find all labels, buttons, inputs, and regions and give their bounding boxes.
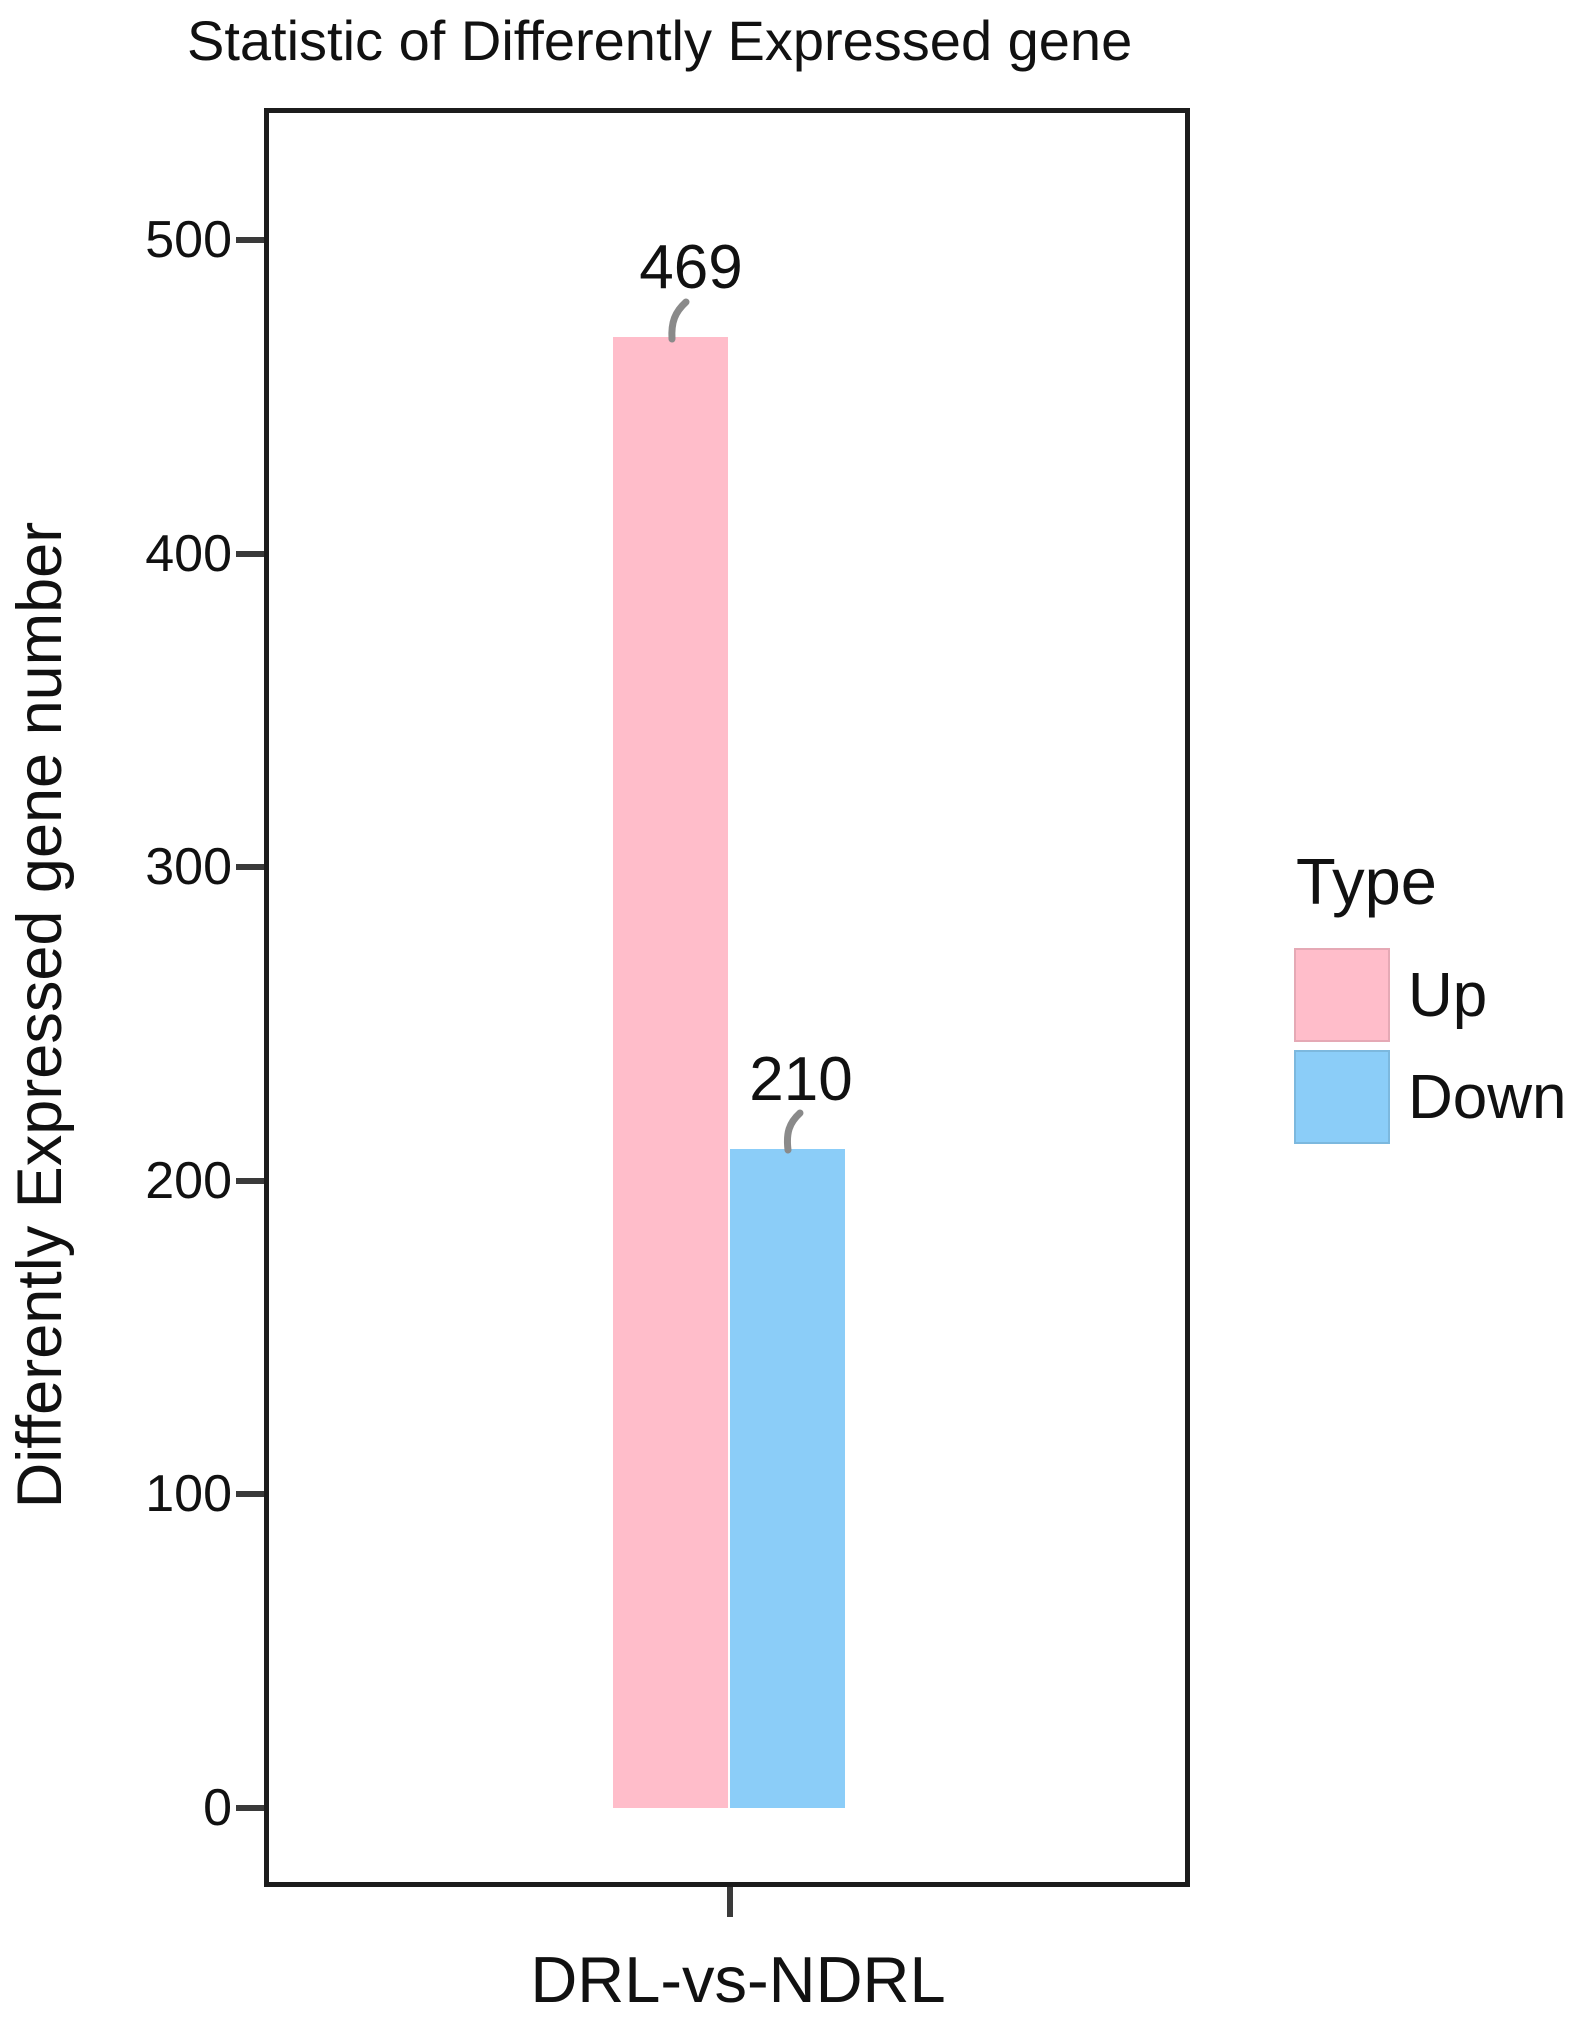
x-tick-mark [727, 1887, 733, 1917]
bar-up [613, 337, 728, 1808]
legend-label-down: Down [1408, 1063, 1567, 1132]
bar-value-label-up: 469 [639, 233, 743, 302]
y-axis-title: Differently Expressed gene number [5, 521, 75, 1509]
plot-panel [264, 108, 1190, 1887]
bar-value-label-down: 210 [749, 1045, 853, 1114]
legend-label-up: Up [1408, 961, 1488, 1030]
y-tick-label-500: 500 [145, 211, 232, 269]
y-tick-label-300: 300 [145, 838, 232, 897]
y-tick-mark-300 [236, 864, 264, 871]
legend-title: Type [1296, 845, 1437, 918]
y-tick-label-200: 200 [145, 1151, 232, 1210]
legend-swatch-down [1294, 1050, 1390, 1144]
bar-down [730, 1149, 845, 1808]
chart-title: Statistic of Differently Expressed gene [187, 9, 1133, 72]
y-tick-mark-200 [236, 1177, 264, 1184]
y-tick-mark-500 [236, 237, 264, 243]
y-tick-mark-100 [236, 1491, 264, 1498]
legend-swatch-up [1294, 948, 1390, 1042]
y-tick-label-100: 100 [145, 1465, 232, 1524]
y-tick-label-0: 0 [203, 1779, 232, 1837]
x-axis-title: DRL-vs-NDRL [530, 1943, 946, 2016]
y-tick-mark-0 [236, 1805, 264, 1811]
y-tick-label-400: 400 [145, 524, 232, 583]
y-tick-mark-400 [236, 550, 264, 557]
